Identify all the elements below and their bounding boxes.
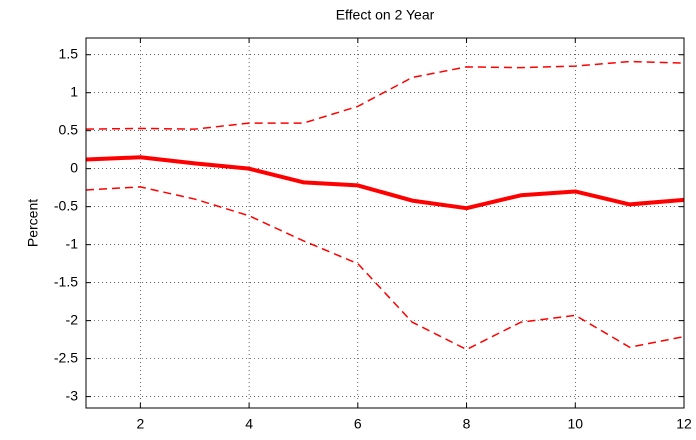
series-line — [85, 60, 685, 130]
y-tick-label: -1 — [66, 235, 79, 251]
x-tick-label: 6 — [354, 416, 362, 432]
x-tick-label: 4 — [245, 416, 253, 432]
y-tick-label: 0 — [70, 159, 78, 175]
chart-title: Effect on 2 Year — [336, 7, 435, 23]
y-tick-label: -2.5 — [54, 349, 78, 365]
x-tick-label: 12 — [676, 416, 692, 432]
plot-area — [86, 38, 684, 408]
y-tick-label: 1 — [70, 83, 78, 99]
series-line — [85, 155, 685, 211]
y-tick-label: 1.5 — [59, 45, 79, 61]
y-tick-label: -3 — [66, 387, 79, 403]
x-tick-label: 10 — [567, 416, 583, 432]
y-tick-label: -1.5 — [54, 273, 78, 289]
series-line — [85, 186, 685, 351]
x-tick-label: 8 — [463, 416, 471, 432]
x-tick-label: 2 — [136, 416, 144, 432]
y-tick-label: -2 — [66, 311, 79, 327]
y-tick-label: 0.5 — [59, 121, 79, 137]
y-tick-label: -0.5 — [54, 197, 78, 213]
axes-frame — [85, 37, 685, 409]
y-axis-label: Percent — [25, 199, 41, 247]
